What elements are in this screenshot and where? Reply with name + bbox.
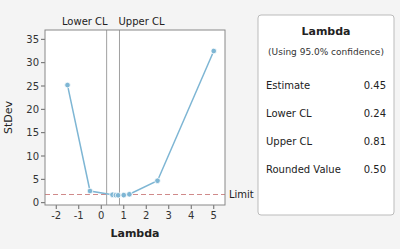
info-row-value: 0.24 <box>364 108 386 119</box>
x-tick <box>191 205 192 209</box>
y-tick-label: 10 <box>26 151 39 162</box>
y-tick <box>41 62 45 63</box>
y-tick <box>41 109 45 110</box>
x-tick-label: 2 <box>143 210 149 221</box>
x-tick-label: 1 <box>121 210 127 221</box>
x-tick <box>213 205 214 209</box>
x-tick <box>101 205 102 209</box>
plot-bg <box>45 30 225 205</box>
reference-line <box>119 30 120 205</box>
series-marker <box>115 192 121 198</box>
reference-line <box>45 194 225 195</box>
series-marker <box>121 192 127 198</box>
y-tick-label: 30 <box>26 57 39 68</box>
y-axis-label: StDev <box>2 100 15 134</box>
reference-line <box>106 30 107 205</box>
y-tick <box>41 179 45 180</box>
info-row-value: 0.45 <box>364 80 386 91</box>
reference-label: Lower CL <box>62 16 108 27</box>
reference-label: Limit <box>229 189 254 200</box>
y-tick-label: 25 <box>26 81 39 92</box>
plot-frame <box>45 30 225 205</box>
x-tick <box>146 205 147 209</box>
series-marker <box>87 188 93 194</box>
series-marker <box>65 82 71 88</box>
info-box <box>258 15 394 215</box>
series-marker <box>211 48 217 54</box>
x-tick <box>123 205 124 209</box>
y-tick <box>41 132 45 133</box>
x-tick <box>56 205 57 209</box>
y-tick <box>41 156 45 157</box>
x-tick-label: -2 <box>51 210 61 221</box>
x-tick-label: 5 <box>211 210 217 221</box>
plot-area <box>45 30 225 205</box>
y-tick-label: 5 <box>33 174 39 185</box>
y-tick-label: 20 <box>26 104 39 115</box>
x-tick-label: -1 <box>74 210 84 221</box>
info-row-label: Upper CL <box>266 136 312 147</box>
info-row-value: 0.81 <box>364 136 386 147</box>
reference-label: Upper CL <box>118 16 164 27</box>
info-row-value: 0.50 <box>364 164 386 175</box>
y-tick <box>41 39 45 40</box>
x-tick <box>168 205 169 209</box>
series-line <box>68 51 214 195</box>
series-marker <box>127 191 133 197</box>
x-tick-label: 0 <box>98 210 104 221</box>
x-tick-label: 3 <box>166 210 172 221</box>
info-title: Lambda <box>301 25 350 38</box>
info-row-label: Estimate <box>266 80 310 91</box>
y-tick <box>41 202 45 203</box>
x-axis-label: Lambda <box>110 227 159 240</box>
x-tick-label: 4 <box>188 210 194 221</box>
info-subtitle: (Using 95.0% confidence) <box>268 47 384 57</box>
info-row-label: Rounded Value <box>266 164 341 175</box>
y-tick-label: 0 <box>33 197 39 208</box>
y-tick-label: 35 <box>26 34 39 45</box>
y-tick <box>41 86 45 87</box>
info-row-label: Lower CL <box>266 108 312 119</box>
series-marker <box>155 178 161 184</box>
y-tick-label: 15 <box>26 127 39 138</box>
chart: -2 -1 0 1 2 3 4 5 0 5 10 15 20 25 30 35 Lambda StDev Limit… <box>0 0 400 249</box>
x-tick <box>78 205 79 209</box>
